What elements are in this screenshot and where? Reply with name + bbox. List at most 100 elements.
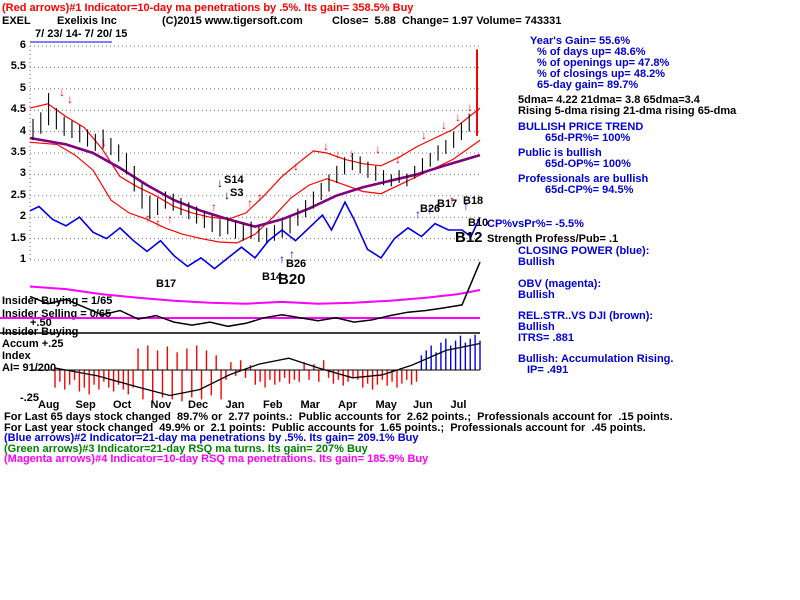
red-sell-arrow-icon: ↓ [59, 85, 65, 99]
red-sell-arrow-icon: ↓ [349, 146, 355, 160]
red-sell-arrow-icon: ↓ [293, 159, 299, 173]
month-label: Sep [75, 399, 96, 411]
signal-label: B14 [262, 271, 283, 283]
analysis-line: % of closings up= 48.2% [537, 68, 666, 80]
y-axis-label: 3 [19, 167, 26, 180]
red-buy-arrow-icon: ↑ [145, 211, 151, 225]
footer-legend-line: (Blue arrows)#2 Indicator=21-day ma pene… [4, 432, 419, 445]
blue-buy-arrow-icon: ↑ [427, 203, 433, 217]
y-axis-label: 1 [19, 253, 26, 265]
analysis-line: Public is bullish [518, 147, 602, 159]
series-line [29, 139, 481, 244]
signal-label: B12 [455, 229, 483, 246]
analysis-line: CP%vsPr%= -5.5% [487, 218, 584, 230]
analysis-line: IP= .491 [527, 364, 569, 376]
red-sell-arrow-icon: ↓ [101, 135, 107, 149]
signal-label: B17 [156, 278, 176, 290]
company-name: Exelixis Inc [57, 15, 117, 27]
red-buy-arrow-icon: ↑ [435, 200, 441, 214]
signal-label: B17 [437, 198, 457, 210]
y-axis-label: 4 [19, 124, 26, 137]
blue-buy-arrow-icon: ↑ [279, 252, 285, 266]
red-sell-arrow-icon: ↓ [395, 152, 401, 166]
red-buy-arrow-icon: ↑ [257, 190, 263, 204]
accum-title-2: Accum +.25 [2, 338, 64, 350]
series-line [29, 136, 481, 228]
red-buy-arrow-icon: ↑ [247, 196, 253, 210]
signal-label: B20 [278, 271, 306, 288]
red-buy-arrow-icon: ↑ [167, 212, 173, 226]
footer-legend-line: For Last year stock changed 49.9% or 2.1… [4, 421, 646, 434]
y-axis-label: 4.5 [10, 103, 26, 116]
signal-label: B26 [286, 258, 306, 270]
analysis-line: 5dma= 4.22 21dma= 3.8 65dma=3.4 [518, 94, 700, 106]
month-label: Aug [38, 399, 60, 411]
red-buy-arrow-icon: ↑ [155, 216, 161, 230]
signal-label: B18 [463, 195, 483, 207]
accum-scale-minus25: -.25 [20, 392, 39, 404]
price-bars [32, 49, 478, 244]
y-axis-label: 2.5 [10, 188, 26, 201]
series-line [29, 261, 481, 328]
analysis-line: % of days up= 48.6% [537, 46, 646, 58]
y-axis-label: 3.5 [10, 146, 26, 158]
y-axis-label: 5.5 [10, 60, 26, 73]
month-label: Jun [413, 399, 433, 411]
closing-power-line [29, 200, 481, 270]
analysis-line: Rising 5-dma rising 21-dma rising 65-dma [518, 105, 737, 117]
analysis-line: Bullish [518, 321, 555, 333]
blue-buy-arrow-icon: ↑ [289, 247, 295, 261]
separator-lines [0, 317, 480, 334]
y-axis-label: 5 [19, 81, 26, 94]
red-buy-arrow-icon: ↑ [449, 193, 455, 207]
red-sell-arrow-icon: ↓ [467, 100, 473, 114]
red-sell-arrow-icon: ↓ [323, 139, 329, 153]
series-line [29, 285, 481, 305]
indicator-lines [29, 103, 481, 328]
analysis-line: BULLISH PRICE TREND [518, 121, 644, 133]
black-signal-arrow-icon: ↓ [224, 188, 230, 202]
analysis-line: 65d-OP%= 100% [545, 158, 631, 170]
analysis-line: 65d-CP%= 94.5% [545, 184, 634, 196]
accum-scale-plus50: +.50 [30, 317, 52, 329]
signal-label: S14 [224, 174, 244, 186]
blue-buy-arrow-icon: ↑ [463, 199, 469, 213]
analysis-line: OBV (magenta): [518, 278, 602, 290]
month-label: Feb [263, 399, 283, 411]
y-axis-label: 6 [19, 39, 26, 51]
y-axis-label: 1.5 [10, 231, 26, 244]
analysis-line: Bullish [518, 256, 555, 268]
accum-title-1: Insider Buying [2, 326, 79, 338]
series-line [54, 342, 481, 397]
red-buy-arrow-icon: ↑ [211, 200, 217, 214]
price-gridlines [29, 41, 480, 261]
accumulation-histogram [32, 334, 481, 402]
footer-legend-line: (Magenta arrows)#4 Indicator=10-day RSQ … [4, 453, 429, 466]
footer-legend-line: (Green arrows)#3 Indicator=21-day RSQ ma… [4, 442, 368, 455]
analysis-line: Strength Profess/Pub= .1 [487, 233, 619, 245]
series-line [29, 200, 481, 270]
signal-label: S3 [230, 187, 243, 199]
accum-ai-value: AI= 91/200 [2, 362, 57, 374]
y-axis-label: 2 [19, 210, 26, 223]
red-sell-arrow-icon: ↓ [455, 110, 461, 124]
quote-summary: Close= 5.88 Change= 1.97 Volume= 743331 [332, 15, 562, 27]
copyright-url: (C)2015 www.tigersoft.com [162, 15, 303, 27]
signal-arrows: ↓ ↓↓↓↓↓ ↓ ↓↓↓↓↓↓↑ ↑ ↑↑ ↑ ↑↑ ↑↑ ↑↑ ↑ ↑↓↓ [59, 85, 473, 266]
series-line [29, 103, 481, 220]
accum-title-3: Index [2, 350, 31, 362]
red-sell-arrow-icon: ↓ [441, 118, 447, 132]
analysis-line: Bullish: Accumulation Rising. [518, 353, 674, 365]
analysis-line: CLOSING POWER (blue): [518, 245, 650, 257]
ticker-symbol: EXEL [2, 15, 31, 27]
month-label: Jul [450, 399, 467, 411]
red-sell-arrow-icon: ↓ [67, 92, 73, 106]
month-label: Oct [113, 399, 132, 411]
analysis-line: ITRS= .881 [518, 332, 574, 344]
indicator1-legend: (Red arrows)#1 Indicator=10-day ma penet… [2, 2, 414, 14]
red-sell-arrow-icon: ↓ [375, 142, 381, 156]
month-label: Mar [300, 399, 321, 411]
